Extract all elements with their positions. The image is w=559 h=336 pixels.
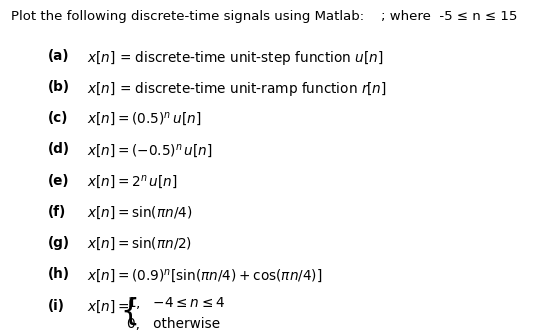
Text: (a): (a)	[48, 49, 69, 63]
Text: (g): (g)	[48, 236, 69, 250]
Text: (e): (e)	[48, 174, 69, 188]
Text: $x[n] = (-0.5)^n\,u[n]$: $x[n] = (-0.5)^n\,u[n]$	[87, 142, 212, 160]
Text: 1,   $-4 \leq n \leq 4$: 1, $-4 \leq n \leq 4$	[127, 295, 225, 311]
Text: $x[n] =$: $x[n] =$	[87, 299, 129, 315]
Text: $x[n] = 2^n\,u[n]$: $x[n] = 2^n\,u[n]$	[87, 174, 177, 191]
Text: $x[n]$ = discrete-time unit-step function $u[n]$: $x[n]$ = discrete-time unit-step functio…	[87, 49, 383, 67]
Text: $x[n] = (0.5)^n\,u[n]$: $x[n] = (0.5)^n\,u[n]$	[87, 111, 201, 128]
Text: 0,   otherwise: 0, otherwise	[127, 317, 221, 331]
Text: $x[n] = \sin(\pi n/4)$: $x[n] = \sin(\pi n/4)$	[87, 205, 192, 221]
Text: (f): (f)	[48, 205, 66, 219]
Text: $\{$: $\{$	[120, 295, 138, 327]
Text: $x[n]$ = discrete-time unit-ramp function $r[n]$: $x[n]$ = discrete-time unit-ramp functio…	[87, 80, 386, 98]
Text: (b): (b)	[48, 80, 69, 94]
Text: (c): (c)	[48, 111, 68, 125]
Text: (d): (d)	[48, 142, 69, 157]
Text: (h): (h)	[48, 267, 69, 282]
Text: (i): (i)	[48, 299, 64, 313]
Text: Plot the following discrete-time signals using Matlab:    ; where  -5 ≤ n ≤ 15: Plot the following discrete-time signals…	[11, 10, 518, 23]
Text: $x[n] = \sin(\pi n/2)$: $x[n] = \sin(\pi n/2)$	[87, 236, 192, 252]
Text: $x[n] = (0.9)^n[\sin(\pi n/4) + \cos(\pi n/4)]$: $x[n] = (0.9)^n[\sin(\pi n/4) + \cos(\pi…	[87, 267, 322, 285]
